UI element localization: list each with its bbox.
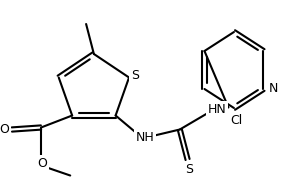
Text: N: N bbox=[268, 83, 278, 96]
Text: S: S bbox=[131, 69, 139, 82]
Text: O: O bbox=[37, 157, 47, 170]
Text: Cl: Cl bbox=[230, 113, 242, 126]
Text: O: O bbox=[0, 123, 9, 136]
Text: NH: NH bbox=[135, 131, 154, 144]
Text: HN: HN bbox=[207, 103, 226, 116]
Text: S: S bbox=[185, 163, 194, 176]
